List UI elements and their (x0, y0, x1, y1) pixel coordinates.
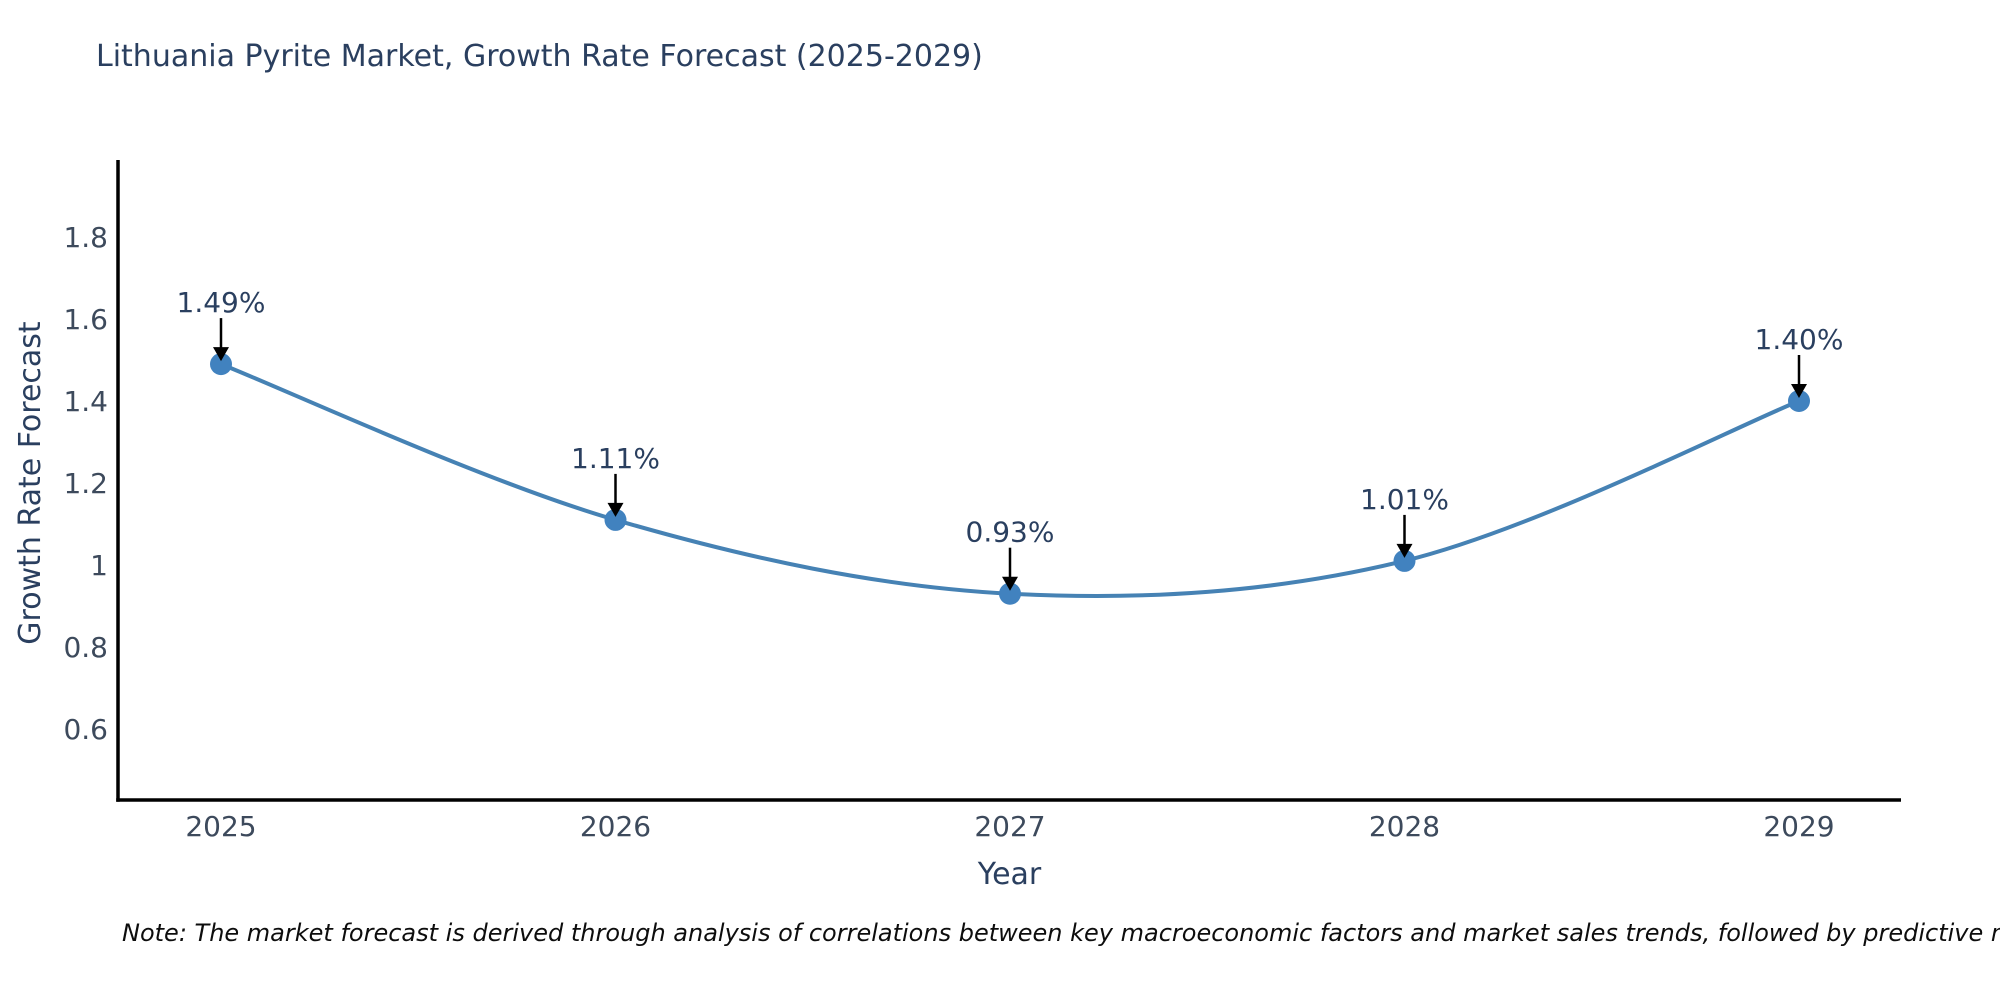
chart-title: Lithuania Pyrite Market, Growth Rate For… (96, 39, 983, 74)
x-axis-label: Year (977, 857, 1042, 892)
x-tick-label: 2025 (185, 810, 256, 843)
annotation-value-label: 0.93% (966, 516, 1055, 549)
y-tick-label: 1.6 (63, 303, 108, 336)
y-tick-label: 1.2 (63, 467, 108, 500)
data-point-marker (210, 353, 232, 376)
point-annotation: 1.01% (1360, 483, 1449, 558)
y-tick-label: 1 (90, 549, 108, 582)
x-tick-label: 2026 (580, 810, 651, 843)
x-tick-label: 2028 (1369, 810, 1440, 843)
annotation-arrow-head (213, 347, 229, 362)
x-tick-label: 2027 (974, 810, 1045, 843)
data-point-marker (999, 582, 1021, 605)
y-tick-label: 1.8 (63, 221, 108, 254)
y-axis-ticks: 1.8 1.6 1.4 1.2 1 0.8 0.6 (63, 221, 108, 746)
point-annotations: 1.49% 1.11% 0.93% 1.01% 1.40% (177, 286, 1844, 591)
annotation-arrow-head (607, 502, 624, 517)
annotation-value-label: 1.49% (177, 286, 266, 319)
annotation-value-label: 1.11% (571, 442, 660, 475)
x-axis-ticks: 2025 2026 2027 2028 2029 (185, 810, 1834, 843)
y-tick-label: 0.6 (63, 713, 108, 746)
annotation-arrow-head (1396, 543, 1413, 558)
data-point-markers (210, 353, 1810, 605)
data-point-marker (1788, 390, 1810, 412)
y-tick-label: 0.8 (63, 631, 108, 664)
chart-footnote: Note: The market forecast is derived thr… (122, 919, 2000, 947)
point-annotation: 1.11% (571, 442, 660, 517)
point-annotation: 0.93% (966, 516, 1055, 591)
annotation-value-label: 1.01% (1360, 483, 1449, 516)
y-axis-label: Growth Rate Forecast (13, 321, 48, 645)
data-point-marker (1393, 549, 1416, 572)
x-tick-label: 2029 (1763, 810, 1834, 843)
annotation-arrow-head (1791, 384, 1807, 398)
annotation-value-label: 1.40% (1755, 323, 1844, 356)
y-tick-label: 1.4 (63, 385, 108, 418)
point-annotation: 1.49% (177, 286, 266, 362)
data-point-marker (604, 508, 627, 531)
point-annotation: 1.40% (1755, 323, 1844, 398)
annotation-arrow-head (1002, 576, 1018, 591)
